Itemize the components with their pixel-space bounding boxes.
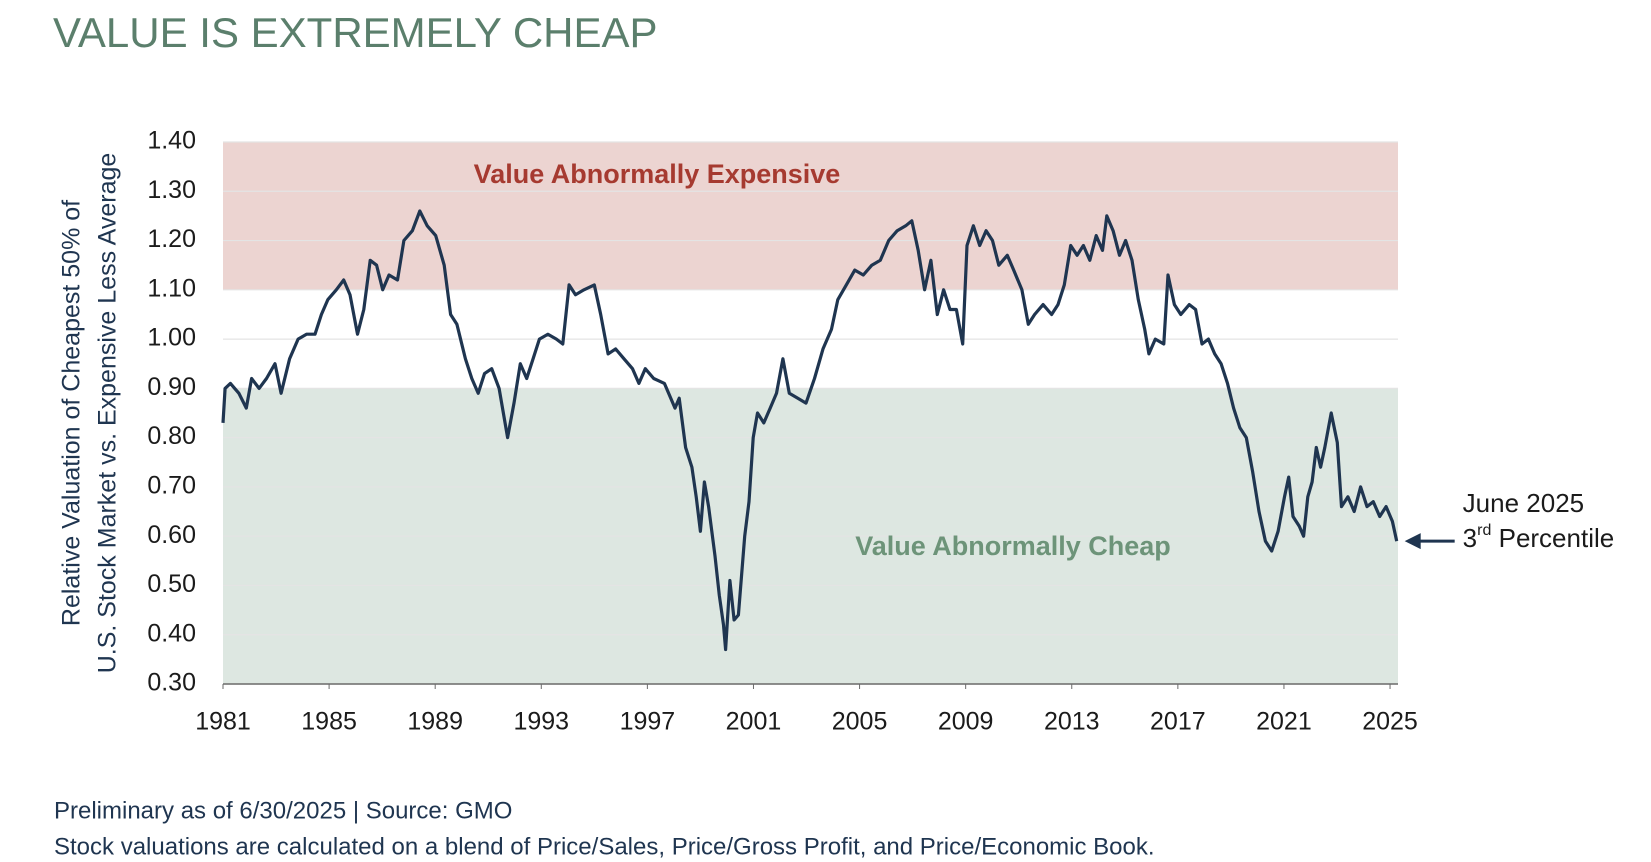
y-tick-label: 1.40: [147, 127, 196, 155]
band-label: Value Abnormally Expensive: [474, 159, 841, 189]
x-tick-label: 1985: [301, 708, 357, 736]
x-tick-label: 2009: [938, 708, 994, 736]
band-label: Value Abnormally Cheap: [855, 531, 1171, 561]
x-tick-label: 1993: [513, 708, 569, 736]
y-axis-label: U.S. Stock Market vs. Expensive Less Ave…: [94, 153, 122, 674]
annotation-line2: 3rd Percentile: [1463, 522, 1615, 553]
y-tick-label: 1.00: [147, 324, 196, 352]
x-tick-label: 2021: [1256, 708, 1312, 736]
chart-title: VALUE IS EXTREMELY CHEAP: [53, 9, 658, 56]
y-tick-label: 0.70: [147, 472, 196, 500]
y-tick-label: 1.30: [147, 176, 196, 204]
y-tick-label: 0.40: [147, 619, 196, 647]
y-tick-label: 1.10: [147, 274, 196, 302]
annotation-part: rd: [1477, 522, 1491, 539]
labels: Value Abnormally Expensive Value Abnormal…: [58, 127, 1615, 736]
annotation-arrowhead: [1404, 533, 1421, 550]
x-tick-label: 1989: [407, 708, 463, 736]
x-tick-label: 1981: [195, 708, 251, 736]
source-note: Preliminary as of 6/30/2025 | Source: GM…: [54, 797, 512, 824]
y-tick-label: 0.90: [147, 373, 196, 401]
annotation-part: Percentile: [1491, 523, 1614, 553]
x-tick-label: 2017: [1150, 708, 1206, 736]
x-tick-label: 2005: [832, 708, 888, 736]
x-tick-label: 1997: [620, 708, 676, 736]
x-tick-label: 2013: [1044, 708, 1100, 736]
bands: [223, 142, 1398, 684]
valuation-line: [221, 209, 1399, 652]
marks: [221, 209, 1455, 652]
y-tick-label: 0.80: [147, 422, 196, 450]
y-tick-label: 0.60: [147, 521, 196, 549]
y-tick-label: 0.50: [147, 570, 196, 598]
x-tick-label: 2001: [726, 708, 782, 736]
method-note: Stock valuations are calculated on a ble…: [54, 833, 1155, 860]
annotation-part: 3: [1463, 523, 1477, 553]
y-axis-label: Relative Valuation of Cheapest 50% of: [58, 200, 86, 626]
y-tick-label: 0.30: [147, 669, 196, 697]
x-tick-label: 2025: [1362, 708, 1418, 736]
annotation-line1: June 2025: [1463, 488, 1584, 518]
y-tick-label: 1.20: [147, 225, 196, 253]
